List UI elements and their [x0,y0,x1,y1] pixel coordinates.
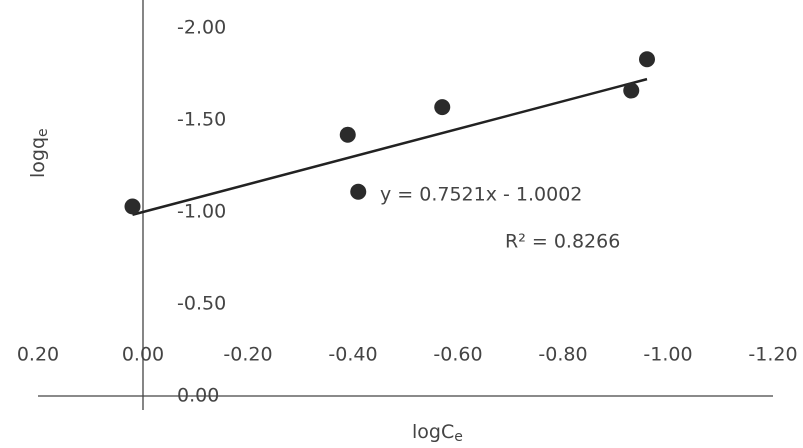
data-point [639,51,655,67]
x-axis-title: logCe [412,421,463,446]
y-title-sub: e [35,128,51,137]
r-squared: R² = 0.8266 [505,231,620,253]
x-tick-label: -0.60 [433,344,482,366]
data-point [623,83,639,99]
y-tick-label: -1.00 [177,201,226,223]
y-tick-label: -2.00 [177,17,226,39]
x-tick-label: -1.20 [748,344,797,366]
trendline-equation: y = 0.7521x - 1.0002 [380,184,582,206]
page: {"chart_data": {"type": "scatter", "x_la… [0,0,803,448]
x-tick-label: -0.80 [538,344,587,366]
y-axis-title: logqe [27,128,52,178]
y-tick-label: -1.50 [177,109,226,131]
data-point [125,198,141,214]
x-tick-label: 0.20 [17,344,59,366]
x-tick-label: -0.40 [328,344,377,366]
x-tick-label: -0.20 [223,344,272,366]
y-title-main: logq [27,137,49,178]
x-tick-label: -1.00 [643,344,692,366]
data-point [340,127,356,143]
x-title-sub: e [454,429,463,445]
y-tick-label: 0.00 [177,385,219,407]
data-point [350,184,366,200]
x-tick-label: 0.00 [122,344,164,366]
chart: y = 0.7521x - 1.0002 R² = 0.8266 logCe l… [0,0,803,448]
data-point [434,99,450,115]
y-tick-label: -0.50 [177,293,226,315]
x-title-main: logC [412,421,454,443]
